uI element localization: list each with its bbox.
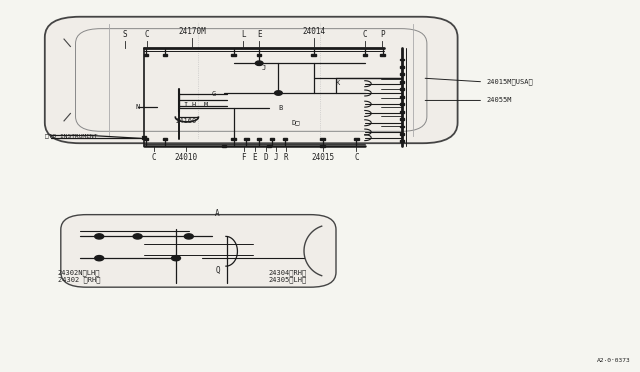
Text: 24015: 24015 — [311, 153, 334, 161]
Bar — [401, 88, 404, 90]
Bar — [283, 138, 287, 140]
Text: □TO INSTRUMENT: □TO INSTRUMENT — [45, 133, 97, 138]
Text: 24014: 24014 — [302, 27, 325, 36]
Bar — [270, 138, 275, 140]
Bar — [163, 138, 168, 140]
Text: A2·0⋅0373: A2·0⋅0373 — [596, 358, 630, 363]
Text: J: J — [261, 65, 266, 71]
Bar — [142, 136, 147, 139]
PathPatch shape — [45, 17, 458, 143]
Circle shape — [184, 234, 193, 239]
Text: G: G — [211, 91, 216, 97]
Text: 24304〈RH〉: 24304〈RH〉 — [269, 269, 307, 276]
Text: N: N — [136, 104, 140, 110]
Text: K: K — [336, 80, 340, 86]
Text: J: J — [273, 153, 278, 161]
Bar — [401, 81, 404, 83]
Text: 24302N〈LH〉: 24302N〈LH〉 — [58, 269, 100, 276]
Bar — [232, 138, 236, 140]
Text: 24055M: 24055M — [486, 97, 512, 103]
Text: A: A — [215, 209, 220, 218]
Bar — [321, 144, 325, 147]
Text: C: C — [354, 153, 359, 161]
Circle shape — [275, 91, 282, 95]
Bar — [222, 144, 227, 147]
Text: C: C — [362, 30, 367, 39]
Bar — [144, 54, 148, 56]
Bar — [401, 133, 404, 135]
PathPatch shape — [61, 215, 336, 287]
Bar — [232, 54, 236, 56]
Text: C: C — [151, 153, 156, 161]
Bar — [401, 110, 404, 112]
Text: 24170M: 24170M — [178, 27, 206, 36]
Bar — [312, 54, 316, 56]
Text: I: I — [183, 102, 188, 108]
Text: D: D — [263, 153, 268, 161]
Bar — [321, 138, 325, 140]
Bar — [401, 118, 404, 120]
Text: H: H — [192, 102, 196, 108]
Bar — [380, 54, 385, 56]
Text: E: E — [252, 153, 257, 161]
Bar — [401, 73, 404, 75]
Circle shape — [133, 234, 142, 239]
Text: C: C — [145, 30, 150, 39]
Bar — [401, 66, 404, 68]
Text: 24302 〈RH〉: 24302 〈RH〉 — [58, 276, 100, 283]
Text: P: P — [380, 30, 385, 39]
Bar — [257, 54, 262, 56]
Bar — [244, 138, 248, 140]
Bar — [401, 96, 404, 97]
Text: S: S — [122, 30, 127, 39]
Bar — [401, 58, 404, 60]
Bar — [267, 144, 271, 147]
Bar — [355, 138, 359, 140]
Bar — [163, 54, 168, 56]
Circle shape — [95, 256, 104, 261]
Text: E: E — [257, 30, 262, 39]
Text: L: L — [241, 30, 246, 39]
Circle shape — [172, 256, 180, 261]
Circle shape — [95, 234, 104, 239]
Bar — [362, 54, 367, 56]
Text: 24015M〈USA〉: 24015M〈USA〉 — [486, 78, 533, 85]
Text: B: B — [278, 105, 283, 111]
Text: R: R — [284, 153, 289, 161]
Bar — [401, 140, 404, 142]
Circle shape — [255, 61, 263, 65]
Bar — [257, 138, 262, 140]
Bar — [401, 125, 404, 127]
Bar — [401, 103, 404, 105]
Bar — [144, 138, 148, 140]
Text: 24305〈LH〉: 24305〈LH〉 — [269, 276, 307, 283]
Text: F: F — [241, 153, 246, 161]
Text: 24160: 24160 — [175, 118, 196, 124]
Text: D□: D□ — [291, 120, 300, 126]
Text: 24010: 24010 — [174, 153, 197, 161]
Text: Q: Q — [215, 266, 220, 275]
Text: M: M — [204, 102, 208, 108]
